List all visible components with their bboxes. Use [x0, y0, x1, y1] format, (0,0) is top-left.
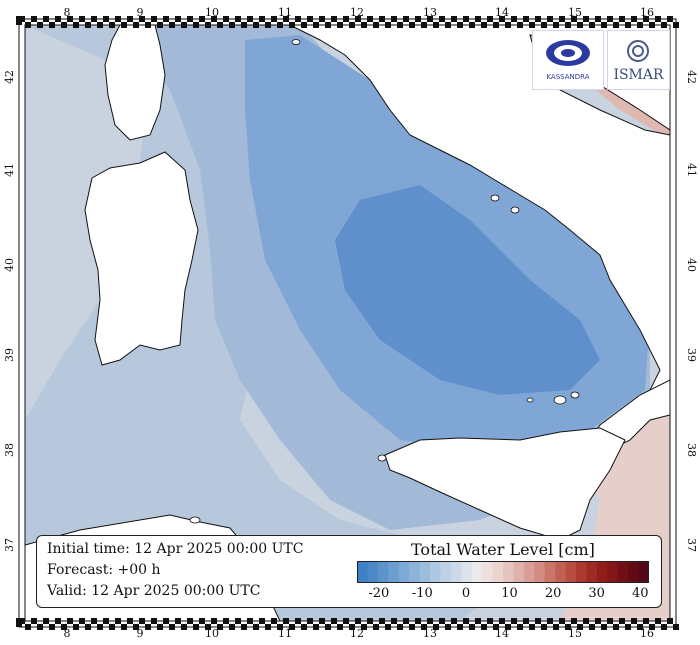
colorbar-segment [513, 561, 525, 583]
left-lat-label: 40 [3, 258, 16, 272]
colorbar-tick-label: 40 [632, 586, 649, 601]
right-lat-label: 41 [685, 163, 698, 177]
frame-dash-bottom [16, 618, 679, 630]
top-lon-label: 10 [205, 6, 219, 19]
top-lon-label: 8 [64, 6, 71, 19]
top-lon-label: 13 [423, 6, 437, 19]
right-lat-label: 38 [685, 443, 698, 457]
colorbar-segment [596, 561, 608, 583]
colorbar-segment [565, 561, 577, 583]
colorbar-segment [367, 561, 379, 583]
right-lat-label: 39 [685, 348, 698, 362]
forecast-info-panel: Initial time: 12 Apr 2025 00:00 UTC Fore… [36, 535, 662, 608]
kassandra-logo: KASSANDRA [532, 30, 604, 90]
colorbar-segment [419, 561, 431, 583]
sicily-land [384, 427, 626, 541]
colorbar-segment [503, 561, 514, 583]
colorbar-segment [534, 561, 546, 583]
colorbar-tick-label: -10 [411, 586, 433, 601]
left-lat-label: 41 [3, 163, 16, 177]
top-lon-label: 9 [137, 6, 144, 19]
colorbar-segment [638, 561, 649, 583]
colorbar-tick-label: -20 [368, 586, 390, 601]
colorbar-segment [398, 561, 410, 583]
colorbar-tick-label: 30 [588, 586, 605, 601]
colorbar-title: Total Water Level [cm] [411, 540, 595, 559]
colorbar-segment [628, 561, 640, 583]
colorbar-segment [555, 561, 567, 583]
colorbar-segment [523, 561, 535, 583]
forecast-lead-text: Forecast: +00 h [47, 562, 161, 578]
colorbar-segment [450, 561, 462, 583]
top-lon-label: 15 [568, 6, 582, 19]
colorbar-segment [377, 561, 389, 583]
left-lat-label: 37 [3, 538, 16, 552]
colorbar-segment [388, 561, 400, 583]
bottom-lon-label: 8 [64, 627, 71, 640]
top-lon-label: 12 [350, 6, 364, 19]
colorbar-segment [586, 561, 598, 583]
egadi-island [377, 454, 387, 462]
right-lat-label: 40 [685, 258, 698, 272]
pantelleria-island [189, 516, 201, 524]
colorbar-tick-label: 0 [461, 586, 471, 601]
colorbar [357, 561, 649, 583]
right-lat-label: 37 [685, 538, 698, 552]
water-level-field [25, 25, 670, 621]
coordinate-ticks: 8 9 10 11 12 13 14 15 16 8 9 10 11 12 13 14 15 16 42 41 40 39… [3, 6, 698, 640]
colorbar-segment [492, 561, 504, 583]
colorbar-segment [430, 561, 441, 583]
colorbar-segment [482, 561, 494, 583]
bottom-lon-label: 13 [423, 627, 437, 640]
aeolian-island-2 [570, 391, 580, 399]
ismar-logo-text: ISMAR [613, 67, 664, 83]
bottom-lon-label: 10 [205, 627, 219, 640]
colorbar-segment [544, 561, 556, 583]
bottom-lon-label: 16 [640, 627, 654, 640]
colorbar-segment [409, 561, 421, 583]
ischia-island [510, 206, 520, 214]
right-lat-label: 42 [685, 70, 698, 84]
aeolian-island [553, 395, 567, 405]
initial-time-text: Initial time: 12 Apr 2025 00:00 UTC [47, 541, 304, 557]
colorbar-tick-label: 10 [501, 586, 518, 601]
top-lon-label: 14 [495, 6, 509, 19]
bottom-lon-label: 12 [350, 627, 364, 640]
tyrrhenian-deep-contour [335, 185, 600, 395]
colorbar-tick-label: 20 [544, 586, 562, 601]
kassandra-logo-text: KASSANDRA [546, 73, 590, 81]
left-lat-label: 39 [3, 348, 16, 362]
top-lon-label: 11 [278, 6, 292, 19]
top-lon-label: 16 [640, 6, 654, 19]
colorbar-segment [607, 561, 619, 583]
ismar-logo: ISMAR [607, 30, 670, 90]
colorbar-segment [440, 561, 452, 583]
bottom-lon-label: 9 [137, 627, 144, 640]
colorbar-border [357, 561, 649, 583]
sardinia-land [84, 151, 199, 366]
bottom-lon-label: 15 [568, 627, 582, 640]
elba-island [291, 39, 301, 45]
valid-time-text: Valid: 12 Apr 2025 00:00 UTC [47, 583, 261, 599]
left-lat-label: 38 [3, 443, 16, 457]
left-lat-label: 42 [3, 70, 16, 84]
colorbar-segment [471, 561, 483, 583]
bottom-lon-label: 14 [495, 627, 509, 640]
colorbar-segment [357, 561, 368, 583]
bottom-lon-label: 11 [278, 627, 292, 640]
ponza-island [490, 194, 500, 202]
corsica-land [104, 25, 166, 141]
colorbar-segment [617, 561, 629, 583]
frame-dash-top [16, 16, 679, 28]
colorbar-segment [461, 561, 473, 583]
colorbar-segment [576, 561, 587, 583]
ustica-island [526, 397, 534, 403]
